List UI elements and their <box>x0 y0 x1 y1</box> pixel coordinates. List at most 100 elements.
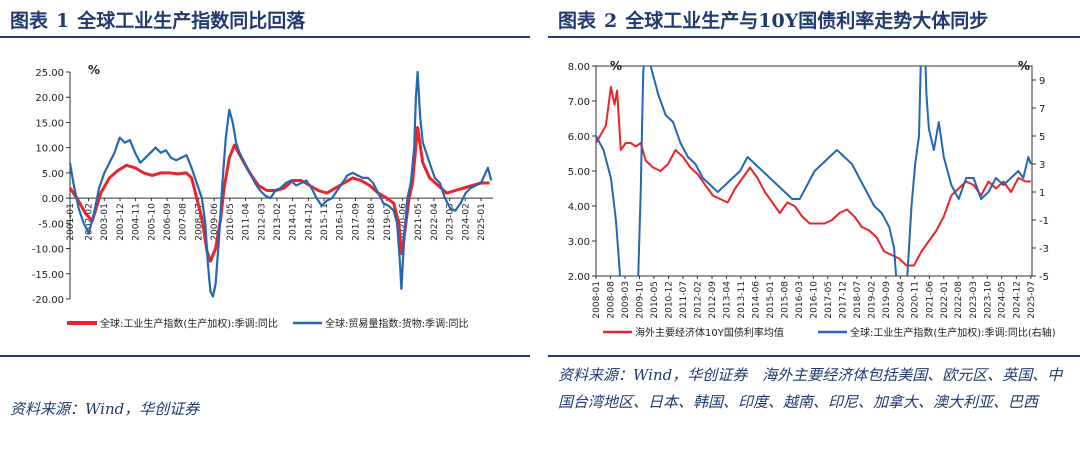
y-left-tick-label: 3.00 <box>568 237 590 248</box>
x-tick-label: 2010-05 <box>650 281 660 319</box>
figure-1-number: 1 <box>56 10 70 32</box>
x-tick-label: 2015-08 <box>780 281 790 319</box>
figure-2-title: 图表 2 全球工业生产与10Y国债利率走势大体同步 <box>558 6 988 33</box>
x-tick-label: 2025-01 <box>477 203 487 241</box>
figure-1-title: 图表 1 全球工业生产指数同比回落 <box>10 6 305 33</box>
x-tick-label: 2020-11 <box>911 281 921 319</box>
y-tick-label: 25.00 <box>35 68 64 79</box>
x-tick-label: 2008-08 <box>606 281 616 319</box>
figure-2-source: 资料来源：Wind，华创证券 海外主要经济体包括美国、欧元区、英国、中国台湾地区… <box>558 366 1063 411</box>
legend-label-1: 海外主要经济体10Y国债利率均值 <box>635 326 784 339</box>
y-left-tick-label: 8.00 <box>568 62 590 73</box>
y-right-tick-label: 1 <box>1039 188 1045 199</box>
y-tick-label: -20.00 <box>32 295 64 306</box>
x-tick-label: 2019-09 <box>882 281 892 319</box>
y-right-tick-label: 7 <box>1039 104 1045 115</box>
x-tick-label: 2016-10 <box>809 281 819 319</box>
y-tick-label: -5.00 <box>38 219 64 230</box>
x-tick-label: 2011-07 <box>679 281 689 319</box>
x-tick-label: 2002-02 <box>84 203 94 241</box>
figure-2-chart: 8.00 7.00 6.00 5.00 4.00 3.00 2.00 9 7 5 3 1 -1 -3 -5%… <box>568 59 1056 339</box>
x-tick-label: 2017-09 <box>351 203 361 241</box>
x-tick-label: 2025-07 <box>1027 281 1037 319</box>
x-tick-label: 2005-10 <box>147 203 157 241</box>
x-tick-label: 2014-06 <box>751 281 761 319</box>
x-tick-label: 2008-07 <box>194 203 204 241</box>
x-tick-label: 2019-02 <box>867 281 877 319</box>
x-tick-label: 2009-06 <box>210 203 220 241</box>
y-tick-label: 5.00 <box>42 169 64 180</box>
x-tick-label: 2023-03 <box>969 281 979 319</box>
figure-1-top-rule <box>0 36 530 38</box>
x-tick-label: 2013-11 <box>737 281 747 319</box>
figure-1-source: 资料来源：Wind，华创证券 <box>10 400 200 418</box>
x-tick-label: 2010-05 <box>226 203 236 241</box>
x-tick-label: 2009-10 <box>635 281 645 319</box>
x-tick-label: 2017-12 <box>838 281 848 319</box>
y-left-unit-label: % <box>610 59 622 73</box>
x-tick-label: 2013-02 <box>273 203 283 241</box>
x-tick-label: 2024-02 <box>461 203 471 241</box>
y-left-tick-label: 6.00 <box>568 132 590 143</box>
y-right-unit-label: % <box>1018 59 1030 73</box>
x-tick-label: 2015-11 <box>320 203 330 241</box>
x-tick-label: 2003-12 <box>116 203 126 241</box>
figure-1-bottom-rule <box>0 355 530 357</box>
x-tick-label: 2009-03 <box>621 281 631 319</box>
y-right-tick-label: -5 <box>1039 272 1049 283</box>
x-tick-label: 2022-04 <box>430 203 440 241</box>
x-tick-label: 2014-12 <box>304 203 314 241</box>
x-tick-label: 2022-08 <box>954 281 964 319</box>
x-tick-label: 2022-01 <box>940 281 950 319</box>
x-tick-label: 2012-02 <box>693 281 703 319</box>
legend-label-2: 全球:工业生产指数(生产加权):季调:同比(右轴) <box>850 326 1056 339</box>
legend-label-2: 全球:贸易量指数:货物:季调:同比 <box>325 317 468 330</box>
figure-2-bottom-rule <box>548 355 1080 357</box>
x-tick-label: 2001-01 <box>66 203 76 241</box>
x-tick-label: 2019-07 <box>383 203 393 241</box>
x-tick-label: 2015-01 <box>766 281 776 319</box>
y-right-tick-label: 5 <box>1039 132 1045 143</box>
y-unit-label: % <box>88 63 100 77</box>
x-tick-label: 2021-05 <box>414 203 424 241</box>
x-tick-label: 2016-10 <box>336 203 346 241</box>
y-left-tick-label: 2.00 <box>568 272 590 283</box>
x-tick-label: 2016-03 <box>795 281 805 319</box>
y-tick-label: 10.00 <box>35 144 64 155</box>
x-tick-label: 2024-05 <box>998 281 1008 319</box>
x-tick-label: 2007-08 <box>179 203 189 241</box>
figure-2-label: 图表 <box>558 10 597 32</box>
y-right-tick-label: 3 <box>1039 160 1045 171</box>
x-tick-label: 2023-10 <box>983 281 993 319</box>
x-tick-label: 2017-05 <box>824 281 834 319</box>
x-tick-label: 2018-08 <box>367 203 377 241</box>
y-tick-label: -15.00 <box>32 270 64 281</box>
x-tick-label: 2013-04 <box>722 281 732 319</box>
x-tick-label: 2020-06 <box>399 203 409 241</box>
legend-label-1: 全球:工业生产指数(生产加权):季调:同比 <box>100 317 278 330</box>
x-tick-label: 2008-01 <box>592 281 602 319</box>
figure-1-title-text: 全球工业生产指数同比回落 <box>77 10 306 32</box>
figure-1-chart: 25.00 20.00 15.00 10.00 5.00 0.00 -5.00 -10.00 -… <box>32 63 493 330</box>
x-tick-label: 2020-04 <box>896 281 906 319</box>
x-tick-label: 2003-01 <box>100 203 110 241</box>
x-tick-label: 2006-09 <box>163 203 173 241</box>
x-tick-label: 2010-12 <box>665 281 675 319</box>
series-line-1 <box>596 86 1031 267</box>
x-tick-label: 2012-09 <box>708 281 718 319</box>
y-tick-label: 0.00 <box>42 194 64 205</box>
y-left-tick-label: 7.00 <box>568 97 590 108</box>
x-tick-label: 2012-03 <box>257 203 267 241</box>
y-right-tick-label: -1 <box>1039 216 1049 227</box>
x-tick-label: 2021-06 <box>925 281 935 319</box>
y-right-tick-label: -3 <box>1039 244 1049 255</box>
figure-2-top-rule <box>548 36 1080 38</box>
figure-1-label: 图表 <box>10 10 49 32</box>
y-tick-label: 15.00 <box>35 118 64 129</box>
series-line-2 <box>68 70 493 298</box>
y-tick-label: -10.00 <box>32 245 64 256</box>
x-tick-label: 2011-04 <box>242 203 252 241</box>
x-tick-label: 2023-03 <box>446 203 456 241</box>
y-tick-label: 20.00 <box>35 93 64 104</box>
y-left-tick-label: 5.00 <box>568 167 590 178</box>
